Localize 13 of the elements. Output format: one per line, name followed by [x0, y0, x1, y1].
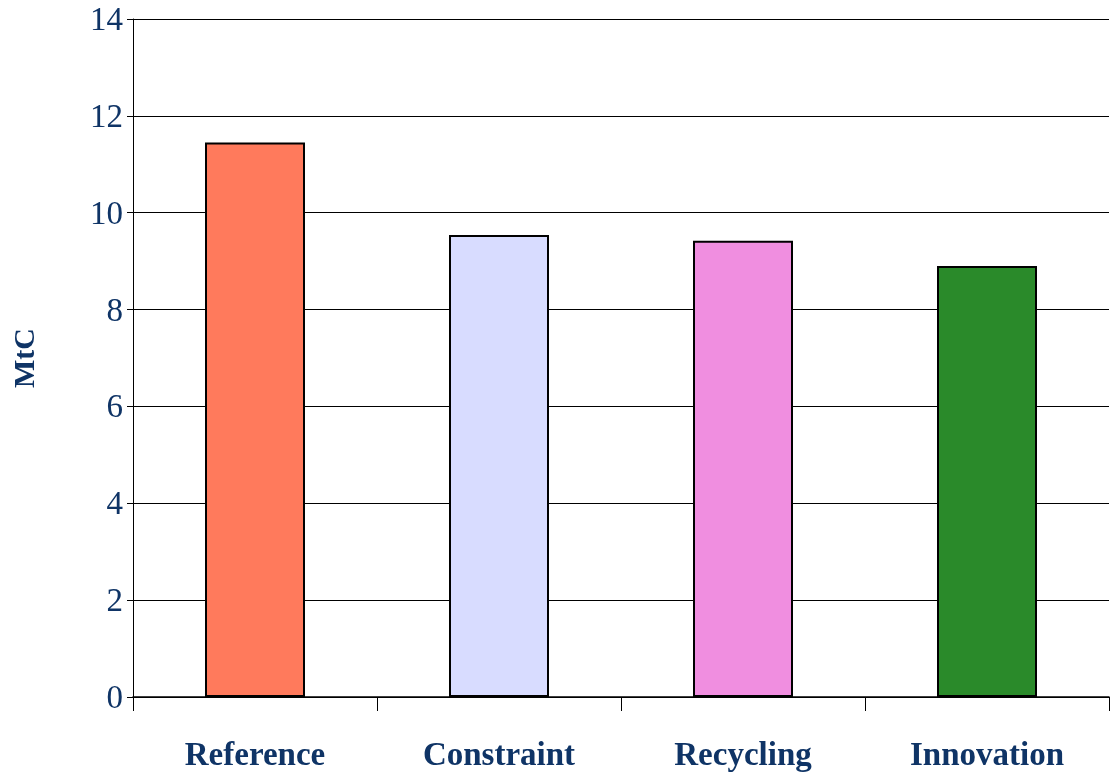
x-tick-label: Recycling — [674, 735, 813, 772]
y-tick-label: 0 — [106, 679, 123, 715]
y-tick-label: 4 — [106, 485, 123, 522]
y-tick-label: 10 — [90, 194, 123, 231]
y-tick-label: 8 — [106, 291, 123, 328]
y-tick-label: 6 — [106, 388, 123, 425]
x-tick-label: Reference — [184, 735, 326, 772]
x-tick-label: Innovation — [909, 735, 1065, 772]
y-tick-label: 14 — [90, 1, 123, 37]
y-axis-title: MtC — [6, 328, 40, 388]
y-tick-label: 2 — [106, 582, 123, 619]
x-tick-label: Constraint — [422, 735, 576, 772]
y-tick-label: 12 — [90, 97, 123, 134]
